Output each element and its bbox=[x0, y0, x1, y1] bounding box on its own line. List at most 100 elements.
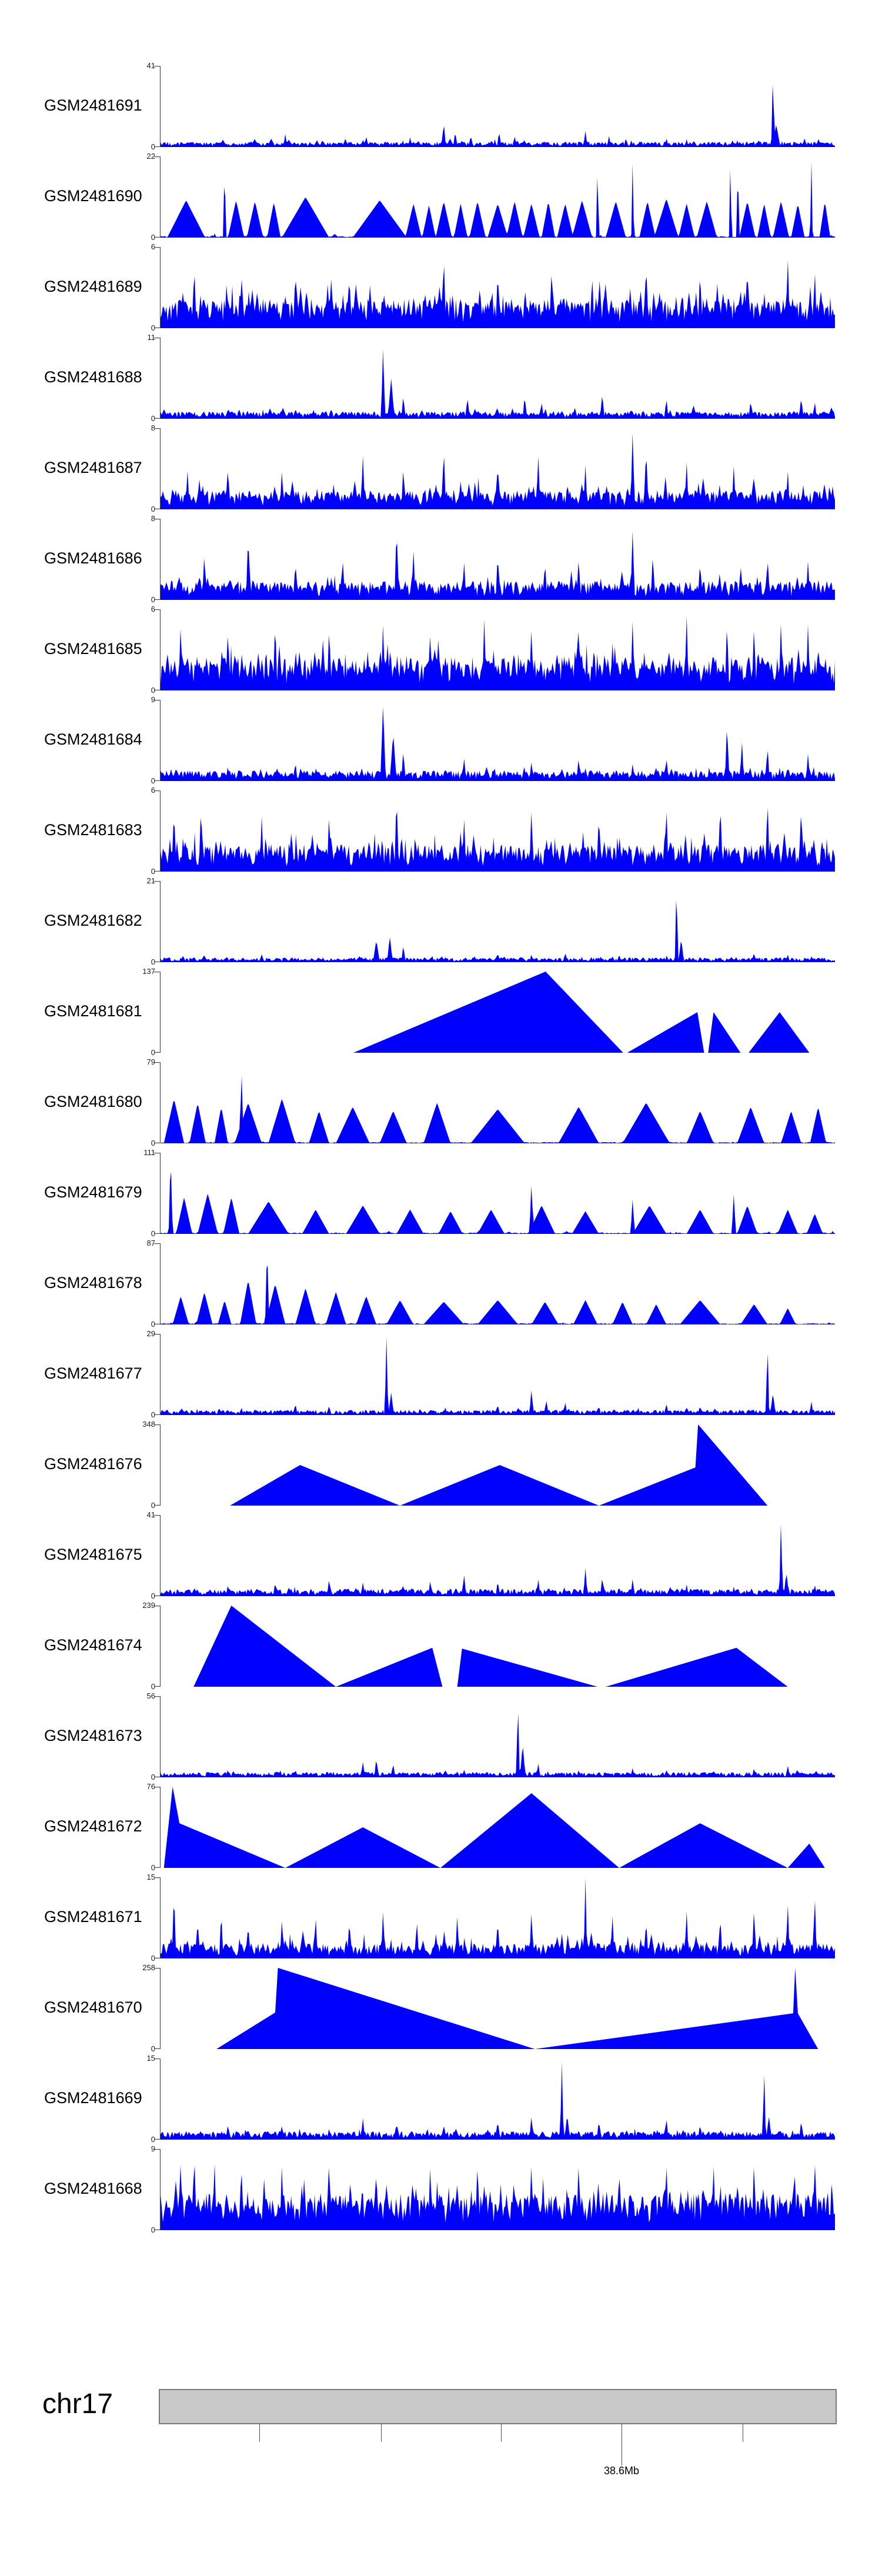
coverage-signal-area bbox=[161, 531, 835, 600]
track-row: GSM2481682 21 0 bbox=[0, 876, 882, 966]
axis-max-label: 15 bbox=[146, 2054, 155, 2063]
track-label: GSM2481686 bbox=[44, 549, 142, 567]
signal-plot bbox=[154, 881, 835, 962]
axis-zero-label: 0 bbox=[151, 776, 155, 785]
axis-max-label: 15 bbox=[146, 1873, 155, 1881]
track-label: GSM2481676 bbox=[44, 1455, 142, 1473]
axis-max-label: 8 bbox=[151, 423, 155, 432]
axis-max-label: 22 bbox=[146, 152, 155, 161]
track-row: GSM2481689 6 0 bbox=[0, 242, 882, 332]
track-label: GSM2481674 bbox=[44, 1636, 142, 1654]
coverage-signal-area bbox=[161, 807, 835, 872]
track-row: GSM2481669 15 0 bbox=[0, 2054, 882, 2144]
track-row: GSM2481691 41 0 bbox=[0, 61, 882, 151]
coverage-signal-area bbox=[163, 1787, 825, 1868]
track-row: GSM2481685 6 0 bbox=[0, 605, 882, 695]
coverage-signal-area bbox=[161, 616, 835, 690]
track-label: GSM2481679 bbox=[44, 1183, 142, 1201]
track-label: GSM2481678 bbox=[44, 1274, 142, 1292]
chromosome-label: chr17 bbox=[42, 2388, 113, 2420]
signal-plot bbox=[154, 1062, 835, 1143]
coverage-signal-area bbox=[161, 2062, 835, 2140]
track-label: GSM2481682 bbox=[44, 912, 142, 929]
axis-max-label: 41 bbox=[146, 61, 155, 70]
axis-max-label: 11 bbox=[147, 333, 156, 342]
track-row: GSM2481671 15 0 bbox=[0, 1873, 882, 1963]
axis-zero-label: 0 bbox=[151, 323, 155, 332]
ruler-tick bbox=[259, 2424, 260, 2442]
signal-plot bbox=[154, 1243, 835, 1324]
track-row: GSM2481677 29 0 bbox=[0, 1329, 882, 1419]
coverage-signal-area bbox=[216, 1968, 818, 2049]
coverage-signal-area bbox=[161, 707, 835, 781]
signal-plot bbox=[154, 972, 810, 1053]
coverage-signal-area bbox=[161, 1076, 835, 1143]
track-row: GSM2481687 8 0 bbox=[0, 423, 882, 513]
ruler-tick bbox=[381, 2424, 382, 2442]
coverage-signal-area bbox=[161, 1172, 835, 1234]
axis-zero-label: 0 bbox=[151, 1048, 155, 1057]
axis-zero-label: 0 bbox=[151, 142, 155, 151]
axis-max-label: 8 bbox=[151, 514, 155, 523]
signal-plot bbox=[154, 700, 835, 781]
axis-max-label: 137 bbox=[142, 967, 155, 976]
chromosome-bar bbox=[159, 2389, 837, 2424]
track-row: GSM2481688 11 0 bbox=[0, 333, 882, 423]
axis-zero-label: 0 bbox=[151, 233, 155, 242]
track-label: GSM2481690 bbox=[44, 187, 142, 205]
signal-plot bbox=[154, 247, 835, 328]
axis-max-label: 111 bbox=[143, 1148, 155, 1157]
signal-plot bbox=[154, 519, 835, 600]
track-row: GSM2481680 79 0 bbox=[0, 1057, 882, 1147]
axis-zero-label: 0 bbox=[151, 1410, 155, 1419]
signal-plot bbox=[154, 609, 835, 690]
track-row: GSM2481673 56 0 bbox=[0, 1691, 882, 1781]
coverage-signal-area bbox=[161, 1265, 835, 1324]
axis-zero-label: 0 bbox=[151, 2225, 155, 2234]
coverage-signal-area bbox=[161, 2164, 835, 2230]
signal-plot bbox=[154, 1787, 825, 1868]
track-row: GSM2481684 9 0 bbox=[0, 695, 882, 785]
coverage-signal-area bbox=[161, 1713, 835, 1777]
track-label: GSM2481668 bbox=[44, 2180, 142, 2197]
coverage-signal-area bbox=[161, 900, 835, 962]
track-label: GSM2481670 bbox=[44, 1998, 142, 2016]
track-label: GSM2481671 bbox=[44, 1908, 142, 1926]
coverage-signal-area bbox=[161, 259, 835, 328]
coverage-signal-area bbox=[161, 1878, 835, 1958]
track-row: GSM2481678 87 0 bbox=[0, 1239, 882, 1329]
axis-max-label: 348 bbox=[142, 1420, 155, 1429]
signal-plot bbox=[154, 338, 835, 419]
signal-plot bbox=[154, 1968, 818, 2049]
axis-max-label: 29 bbox=[146, 1329, 155, 1338]
coverage-signal-area bbox=[161, 349, 835, 419]
track-row: GSM2481675 41 0 bbox=[0, 1510, 882, 1600]
signal-plot bbox=[154, 1153, 835, 1234]
track-row: GSM2481676 348 0 bbox=[0, 1420, 882, 1510]
track-label: GSM2481683 bbox=[44, 821, 142, 839]
axis-zero-label: 0 bbox=[151, 957, 155, 966]
track-label: GSM2481684 bbox=[44, 730, 142, 748]
axis-zero-label: 0 bbox=[151, 2044, 155, 2053]
track-label: GSM2481687 bbox=[44, 459, 142, 476]
axis-max-label: 258 bbox=[142, 1963, 155, 1972]
signal-plot bbox=[154, 1606, 788, 1687]
coverage-signal-area bbox=[161, 1336, 835, 1415]
signal-plot bbox=[154, 2149, 835, 2230]
track-label: GSM2481688 bbox=[44, 368, 142, 386]
signal-plot bbox=[154, 156, 835, 238]
axis-zero-label: 0 bbox=[151, 595, 155, 604]
axis-zero-label: 0 bbox=[151, 1682, 155, 1691]
signal-plot bbox=[154, 1424, 768, 1506]
axis-max-label: 76 bbox=[146, 1782, 155, 1791]
signal-plot bbox=[154, 1334, 835, 1415]
axis-zero-label: 0 bbox=[151, 505, 155, 513]
axis-zero-label: 0 bbox=[151, 1139, 155, 1147]
axis-max-label: 87 bbox=[146, 1239, 155, 1247]
track-row: GSM2481681 137 0 bbox=[0, 967, 882, 1057]
axis-zero-label: 0 bbox=[151, 1863, 155, 1872]
track-label: GSM2481691 bbox=[44, 96, 142, 114]
axis-zero-label: 0 bbox=[151, 1501, 155, 1510]
track-label: GSM2481673 bbox=[44, 1727, 142, 1744]
